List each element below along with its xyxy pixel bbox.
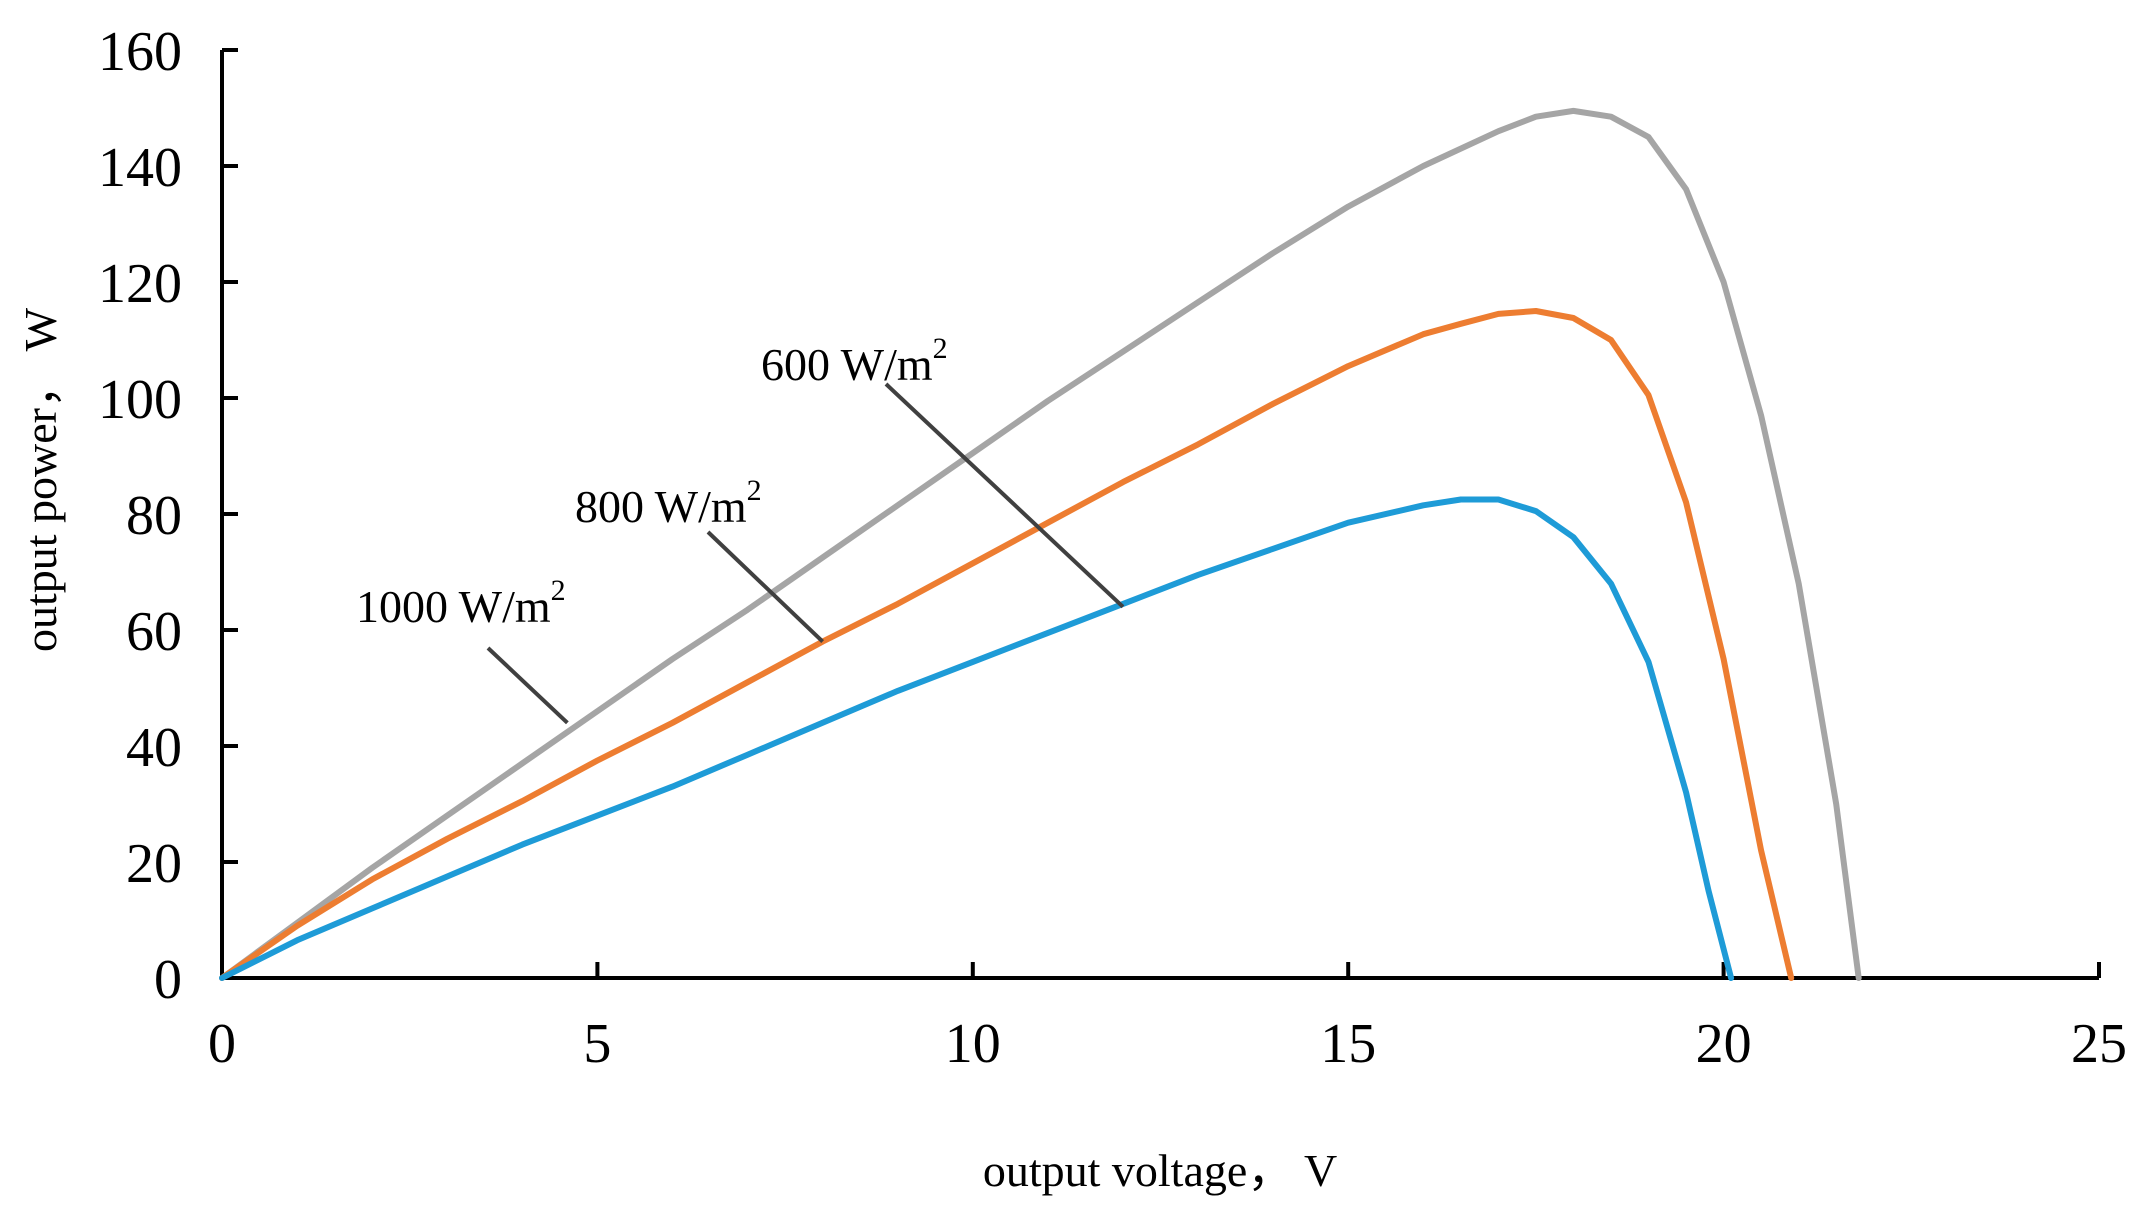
axes: [220, 50, 2099, 980]
series-line-600: [219, 496, 1735, 981]
annotation-600-base: 600 W/m: [761, 339, 933, 390]
annotation-600: 600 W/m2: [761, 332, 948, 390]
series: [219, 107, 1862, 981]
y-tick-label: 40: [126, 717, 182, 779]
y-tick-label: 20: [126, 833, 182, 895]
leader-line-800: [706, 530, 825, 644]
annotation-1000: 1000 W/m2: [356, 574, 566, 632]
x-ticks: 0 5 10 15 20 25: [208, 962, 2127, 1075]
series-line-1000: [219, 107, 1862, 981]
leader-line-1000: [486, 646, 569, 725]
y-axis-title: output power， W: [15, 307, 66, 652]
y-tick-label: 140: [98, 137, 182, 199]
annotation-800: 800 W/m2: [575, 474, 762, 532]
annotations: 1000 W/m2 800 W/m2 600 W/m2: [356, 332, 948, 632]
y-ticks: 0 20 40 60 80 100 120 140 160: [98, 21, 238, 1011]
x-tick-label: 10: [945, 1013, 1001, 1075]
x-tick-label: 0: [208, 1013, 236, 1075]
series-line-800: [219, 308, 1795, 981]
y-tick-label: 60: [126, 601, 182, 663]
x-tick-label: 20: [1696, 1013, 1752, 1075]
y-tick-label: 160: [98, 21, 182, 83]
y-tick-label: 100: [98, 369, 182, 431]
annotation-leaders: [486, 382, 1125, 725]
annotation-1000-base: 1000 W/m: [356, 581, 551, 632]
x-tick-label: 25: [2071, 1013, 2127, 1075]
annotation-1000-sup: 2: [551, 574, 566, 607]
y-tick-label: 120: [98, 253, 182, 315]
x-axis-title: output voltage， V: [983, 1145, 1337, 1196]
y-tick-label: 0: [154, 949, 182, 1011]
x-tick-label: 15: [1320, 1013, 1376, 1075]
leader-line-600: [884, 382, 1125, 609]
annotation-800-base: 800 W/m: [575, 481, 747, 532]
annotation-600-sup: 2: [933, 332, 948, 365]
y-tick-label: 80: [126, 485, 182, 547]
x-tick-label: 5: [583, 1013, 611, 1075]
annotation-800-sup: 2: [747, 474, 762, 507]
